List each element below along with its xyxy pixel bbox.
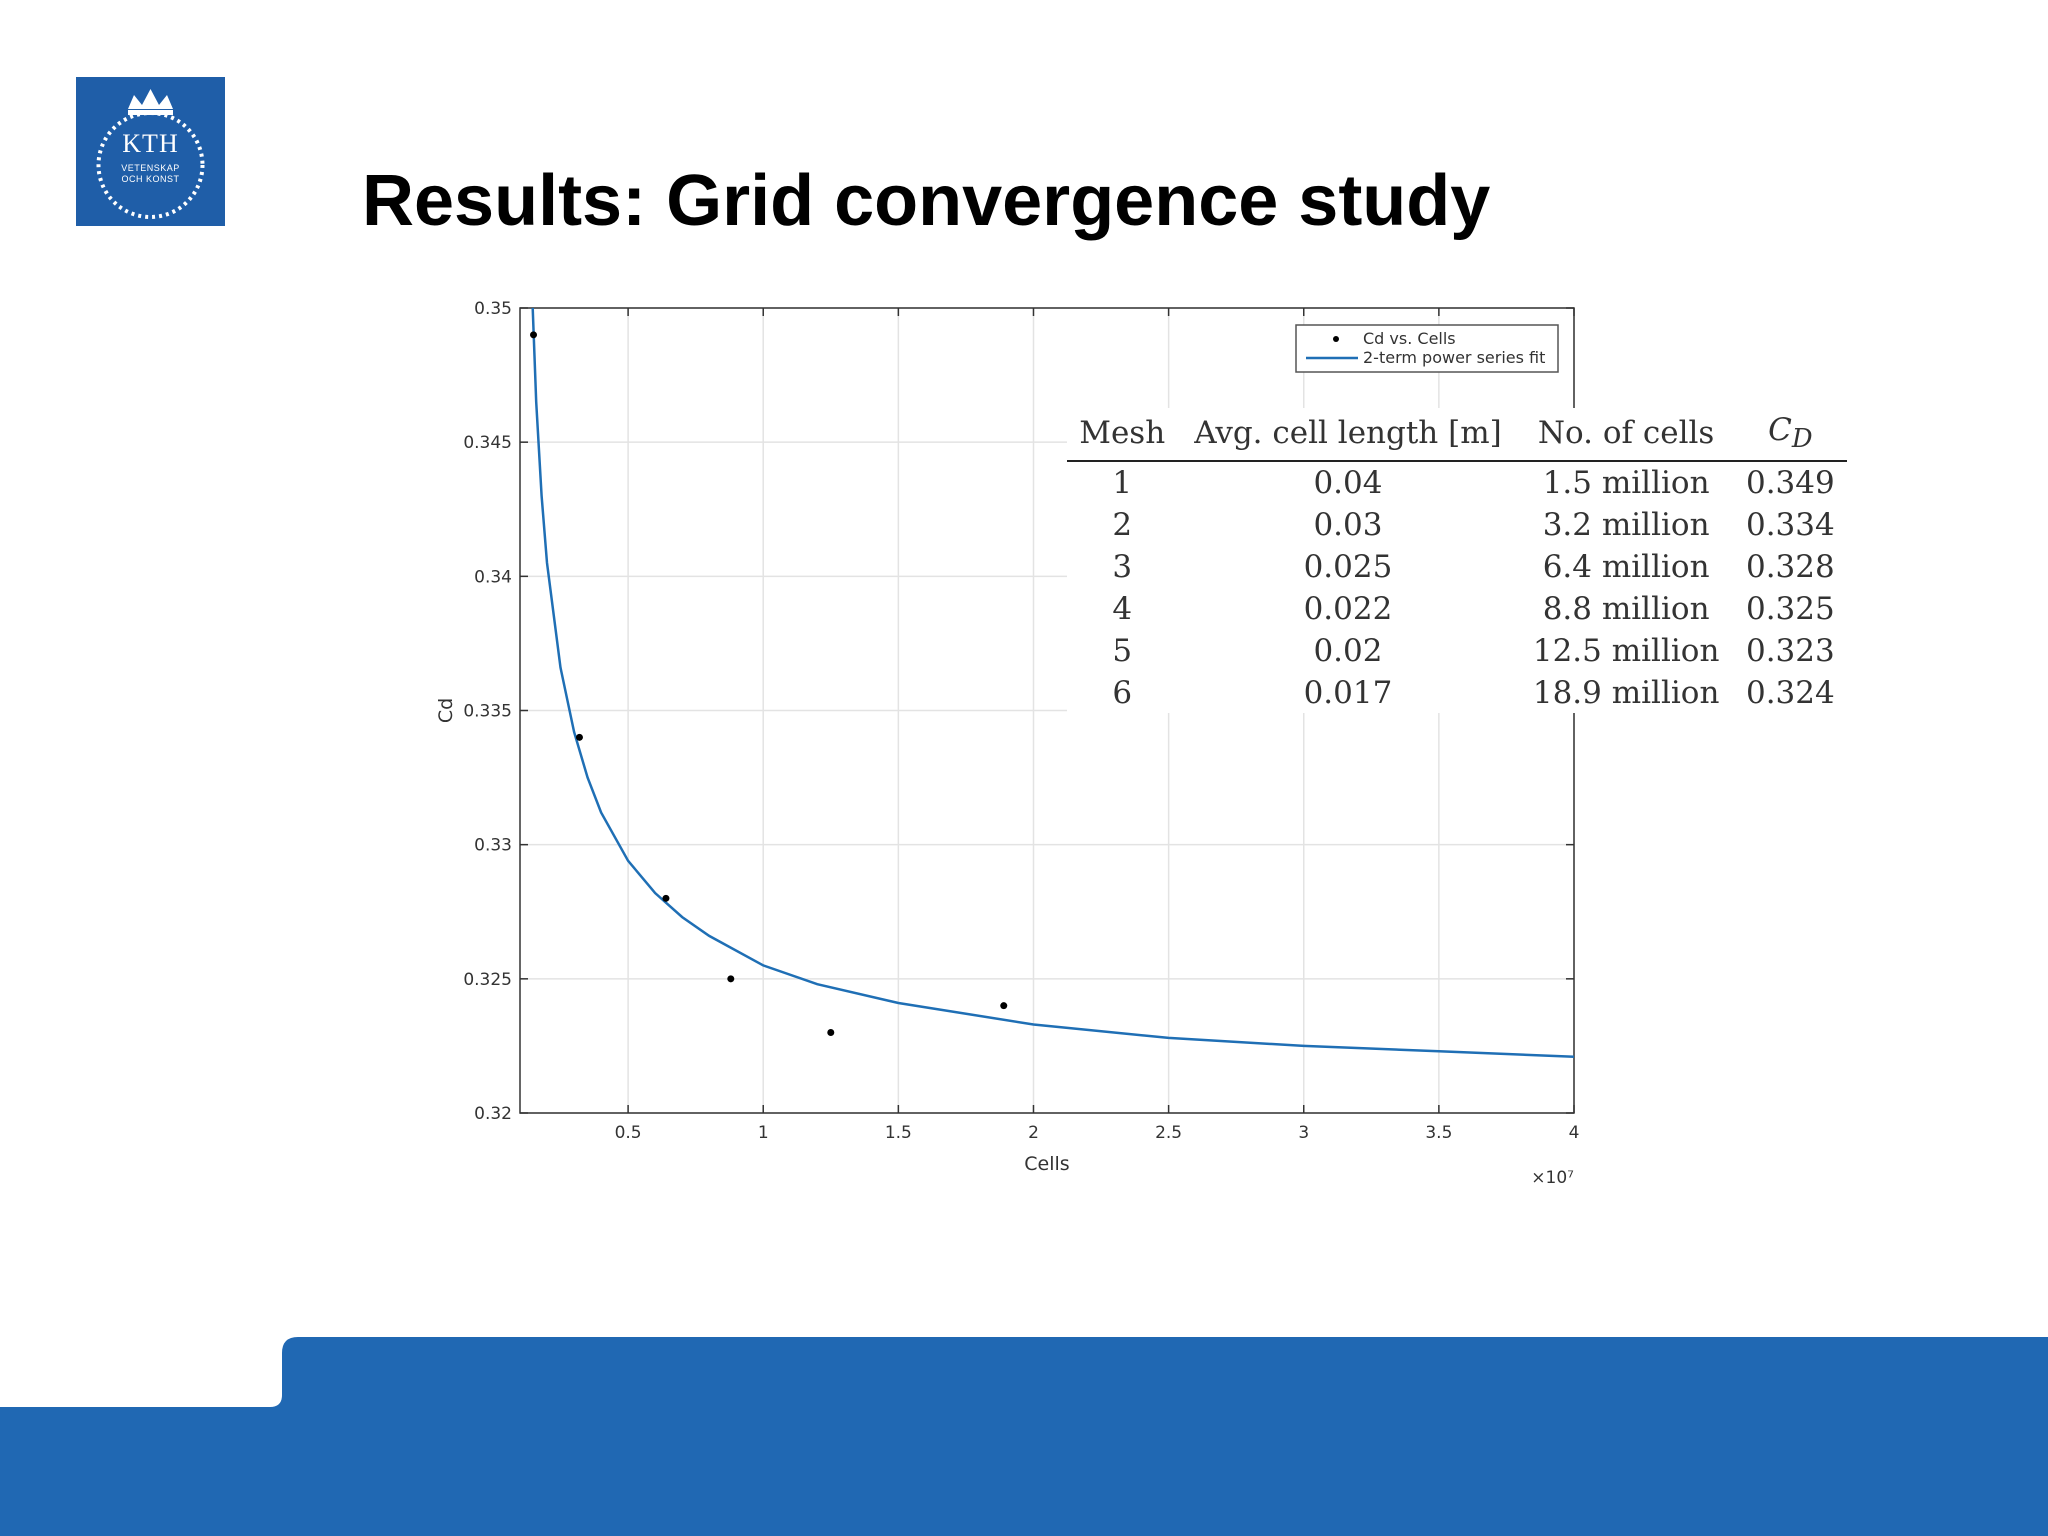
cell-cd: 0.325 [1745, 591, 1835, 628]
cell-mesh: 2 [1112, 507, 1133, 544]
x-tick-label: 3.5 [1425, 1123, 1452, 1143]
header-cd-subscript: D [1791, 424, 1813, 455]
x-tick-label: 1 [758, 1123, 769, 1143]
cell-cd: 0.334 [1745, 507, 1835, 544]
logo-text: KTH [122, 129, 179, 158]
logo-subtitle-1: VETENSKAP [121, 163, 180, 173]
x-tick-label: 3 [1298, 1123, 1309, 1143]
slide-title: Results: Grid convergence study [362, 161, 1491, 241]
cell-mesh: 6 [1112, 675, 1133, 712]
x-tick-label: 4 [1569, 1123, 1580, 1143]
crest-icon [96, 89, 205, 219]
cell-length: 0.02 [1313, 633, 1383, 670]
cell-cd: 0.323 [1745, 633, 1835, 670]
header-cd: CD [1733, 408, 1847, 463]
y-tick-label: 0.34 [474, 567, 512, 587]
y-tick-label: 0.35 [474, 299, 512, 319]
fit-line [531, 308, 1574, 1058]
y-tick-label: 0.345 [463, 433, 512, 453]
legend-label-fit: 2-term power series fit [1363, 348, 1545, 367]
x-tick-label: 0.5 [615, 1123, 642, 1143]
table-row: 2 0.03 3.2 million 0.334 [1067, 504, 1847, 546]
footer-band [0, 1337, 2048, 1536]
table-header-row: Mesh Avg. cell length [m] No. of cells C… [1067, 408, 1847, 463]
y-tick-label: 0.325 [463, 970, 512, 990]
cell-count: 18.9 million [1532, 675, 1720, 712]
table-row: 3 0.025 6.4 million 0.328 [1067, 546, 1847, 588]
legend-box [1295, 324, 1559, 373]
data-point [530, 331, 538, 339]
y-axis-label: Cd [435, 698, 457, 723]
data-point [662, 894, 670, 902]
x-exponent-label: ×10⁷ [1531, 1168, 1574, 1188]
cell-length: 0.03 [1313, 507, 1383, 544]
cell-count: 12.5 million [1532, 633, 1720, 670]
legend-label-points: Cd vs. Cells [1363, 329, 1456, 348]
logo-subtitle-2: OCH KONST [121, 174, 180, 184]
x-tick-label: 2.5 [1155, 1123, 1182, 1143]
x-tick-label: 1.5 [885, 1123, 912, 1143]
cell-count: 1.5 million [1542, 465, 1710, 502]
header-avg-cell-length: Avg. cell length [m] [1177, 408, 1519, 463]
cell-length: 0.017 [1303, 675, 1393, 712]
table-row: 5 0.02 12.5 million 0.323 [1067, 630, 1847, 672]
cell-count: 3.2 million [1542, 507, 1710, 544]
table-row: 1 0.04 1.5 million 0.349 [1067, 461, 1847, 504]
y-tick-label: 0.32 [474, 1104, 512, 1124]
cell-length: 0.025 [1303, 549, 1393, 586]
cell-mesh: 3 [1112, 549, 1133, 586]
mesh-table: Mesh Avg. cell length [m] No. of cells C… [1067, 408, 1847, 713]
x-tick-label: 2 [1028, 1123, 1039, 1143]
header-num-cells: No. of cells [1518, 408, 1734, 463]
data-point [1000, 1002, 1008, 1010]
table-row: 4 0.022 8.8 million 0.325 [1067, 588, 1847, 630]
data-point [827, 1029, 835, 1036]
table-row: 6 0.017 18.9 million 0.324 [1067, 672, 1847, 714]
cell-mesh: 4 [1112, 591, 1133, 628]
y-tick-label: 0.33 [474, 836, 512, 856]
data-point [575, 733, 583, 741]
cell-mesh: 1 [1112, 465, 1133, 502]
y-tick-label: 0.335 [463, 702, 512, 722]
cell-count: 8.8 million [1542, 591, 1710, 628]
cell-count: 6.4 million [1542, 549, 1710, 586]
cell-cd: 0.328 [1745, 549, 1835, 586]
cell-length: 0.04 [1313, 465, 1383, 502]
x-axis-label: Cells [1024, 1153, 1069, 1175]
cell-length: 0.022 [1303, 591, 1393, 628]
header-mesh: Mesh [1067, 408, 1178, 463]
cell-cd: 0.349 [1745, 465, 1835, 502]
kth-logo: KTH VETENSKAP OCH KONST [76, 77, 225, 226]
legend-marker-points [1333, 336, 1339, 342]
cell-cd: 0.324 [1745, 675, 1835, 712]
cell-mesh: 5 [1112, 633, 1133, 670]
data-point [727, 975, 735, 983]
